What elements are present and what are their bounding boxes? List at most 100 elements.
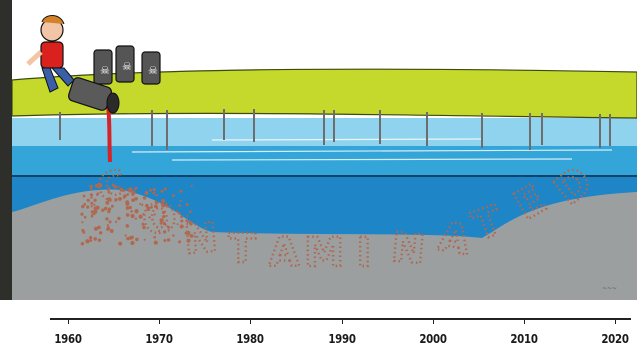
contamination-dot [89, 193, 93, 197]
tipped-barrel [67, 77, 120, 114]
contamination-dot [148, 207, 151, 210]
contamination-dots [80, 183, 194, 246]
left-frame [0, 0, 12, 300]
contamination-dot [158, 229, 161, 232]
contamination-dot [117, 185, 120, 188]
contamination-dot [190, 184, 193, 187]
timeline-year-1970: 1970 [145, 332, 173, 346]
artist-signature: ~~~ [602, 285, 617, 292]
contamination-dot [162, 215, 166, 219]
contamination-dot [185, 203, 189, 206]
timeline-tick [159, 318, 161, 324]
timeline-year-1980: 1980 [236, 332, 265, 346]
contamination-dot [156, 226, 158, 229]
contamination-dot [106, 224, 110, 227]
contamination-dot [159, 218, 164, 223]
contamination-dot [90, 201, 94, 205]
contamination-dot [189, 223, 193, 226]
contamination-dot [96, 192, 100, 196]
contamination-dot [138, 214, 143, 219]
contamination-dot [130, 213, 135, 219]
contamination-dot [166, 225, 169, 228]
contamination-dot [142, 225, 146, 230]
contamination-dot [107, 190, 111, 194]
contaminated-letter: T [228, 226, 256, 272]
contamination-dot [85, 239, 90, 244]
contamination-dot [189, 234, 194, 238]
contamination-dot [125, 213, 130, 217]
contamination-dot [139, 202, 141, 205]
contamination-dot [135, 237, 139, 242]
contamination-dot [180, 215, 184, 219]
contamination-dot [141, 222, 145, 226]
contamination-dot [152, 191, 156, 195]
contamination-dot [125, 201, 130, 206]
contamination-dot [154, 200, 158, 203]
contamination-dot [163, 239, 167, 242]
contamination-dot [154, 204, 158, 209]
contamination-dot [178, 204, 181, 207]
timeline-tick [432, 318, 434, 324]
timeline-year-2000: 2000 [418, 332, 447, 346]
timeline-year-2010: 2010 [510, 332, 538, 346]
contamination-dot [81, 204, 85, 209]
contamination-dot [155, 193, 158, 197]
contamination-dot [89, 187, 93, 191]
timeline-year-1960: 1960 [54, 332, 82, 346]
contamination-dot [131, 235, 134, 238]
contamination-dot [108, 207, 112, 211]
contamination-dot [172, 234, 175, 237]
contamination-dot [114, 198, 118, 202]
contamination-dot [91, 213, 94, 216]
contamination-dot [118, 241, 123, 246]
contamination-dot [161, 198, 166, 204]
contamination-dot [171, 194, 175, 198]
contamination-dot [90, 205, 93, 208]
contamination-dot [179, 224, 184, 229]
timeline-tick [615, 318, 616, 324]
timeline-axis [50, 318, 631, 320]
contamination-dot [80, 212, 84, 216]
contamination-dot [142, 196, 147, 200]
timeline-year-2020: 2020 [601, 332, 629, 346]
contamination-dot [107, 186, 111, 190]
contamination-dot [119, 187, 124, 192]
contamination-dot [162, 221, 166, 226]
contamination-dot [115, 220, 118, 223]
contamination-dot [161, 210, 166, 215]
contamination-dot [93, 198, 97, 202]
contamination-dot [97, 238, 102, 242]
contaminated-letter: N [182, 215, 219, 264]
contamination-dot [179, 199, 182, 202]
contamination-dot [108, 220, 112, 224]
contamination-dot [186, 214, 189, 217]
groundwater-deep [12, 168, 637, 238]
contamination-dot [118, 197, 122, 201]
contamination-dot [106, 226, 111, 231]
contamination-dot [82, 230, 86, 234]
barrel-icon: ☠ ☠ ☠ [93, 45, 161, 85]
contamination-dot [150, 205, 153, 209]
svg-text:☠: ☠ [100, 64, 110, 77]
contamination-dot [160, 203, 163, 206]
contamination-dot [83, 215, 87, 219]
contamination-dot [90, 210, 94, 214]
contamination-dot [128, 206, 132, 210]
contamination-dot [128, 187, 133, 192]
contamination-dot [98, 183, 103, 188]
contamination-dot [93, 203, 96, 206]
contamination-dot [145, 203, 149, 208]
contamination-dot [109, 229, 114, 233]
contamination-dot [113, 185, 118, 189]
contamination-dot [105, 201, 109, 205]
svg-text:☠: ☠ [122, 60, 132, 73]
contamination-dot [111, 183, 115, 187]
contamination-dot [93, 237, 97, 241]
contamination-dot [101, 208, 105, 212]
contamination-dot [179, 189, 183, 193]
contamination-dot [163, 230, 167, 234]
contamination-dot [107, 197, 112, 202]
contamination-dot [125, 224, 130, 228]
